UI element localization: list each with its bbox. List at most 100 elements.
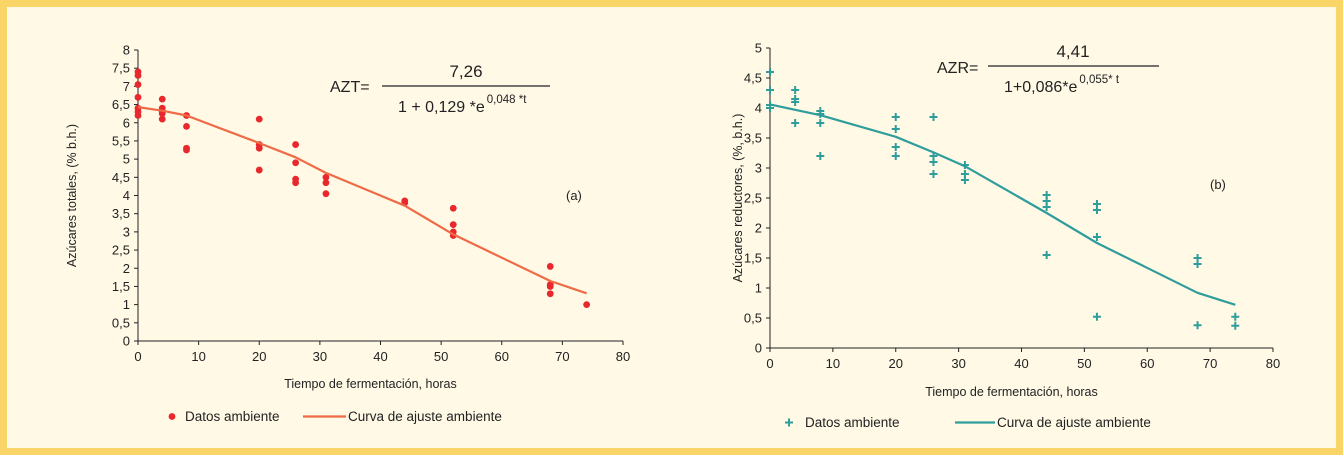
x-tick-label: 0	[134, 349, 141, 364]
data-point	[1231, 321, 1240, 330]
series-data-points	[134, 68, 591, 309]
panel-label: (b)	[1210, 177, 1226, 192]
y-tick-label: 8	[123, 43, 130, 58]
data-point	[816, 152, 825, 160]
x-tick-label: 40	[373, 349, 387, 364]
data-point	[891, 113, 900, 121]
data-point	[1193, 321, 1202, 330]
y-tick-label: 0,5	[744, 311, 762, 326]
data-point	[929, 113, 938, 121]
x-tick-label: 60	[1140, 356, 1154, 371]
data-point	[1092, 312, 1101, 321]
equation-denominator: 1 + 0,129 *e	[398, 99, 485, 116]
data-point	[255, 115, 263, 123]
y-tick-label: 0,5	[112, 315, 130, 330]
series-data-points	[766, 68, 1240, 330]
y-tick-label: 4	[123, 188, 130, 203]
data-point	[255, 166, 263, 174]
data-point	[891, 143, 900, 151]
data-point	[1092, 233, 1101, 241]
y-tick-label: 4,5	[112, 170, 130, 185]
legend-label-line: Curva de ajuste ambiente	[997, 415, 1151, 430]
y-tick-label: 1,5	[744, 251, 762, 266]
x-tick-label: 70	[1203, 356, 1217, 371]
x-tick-label: 20	[889, 356, 903, 371]
x-tick-label: 50	[434, 349, 448, 364]
x-tick-label: 80	[1266, 356, 1280, 371]
x-tick-label: 10	[191, 349, 205, 364]
data-point	[292, 141, 300, 148]
data-point	[816, 119, 825, 127]
chart-a: 00,511,522,533,544,555,566,577,580 10 20 30…	[65, 43, 630, 425]
legend-marker-points	[168, 413, 176, 420]
data-point	[158, 115, 166, 123]
x-tick-label: 70	[555, 349, 569, 364]
y-tick-label: 2	[123, 261, 130, 276]
data-point	[766, 86, 774, 94]
x-axis-label: Tiempo de fermentación, horas	[284, 377, 457, 391]
x-tick-label: 30	[951, 356, 965, 371]
data-point	[322, 190, 330, 198]
y-tick-label: 5	[123, 152, 130, 167]
data-point	[322, 179, 330, 187]
y-tick-label: 0	[755, 341, 762, 356]
data-point	[583, 301, 591, 309]
data-point	[1042, 251, 1051, 259]
data-point	[546, 283, 554, 290]
y-tick-label: 1	[123, 297, 130, 312]
data-point	[1231, 312, 1240, 321]
y-tick-label: 4	[755, 101, 762, 116]
x-tick-label: 20	[252, 349, 266, 364]
y-tick-label: 1,5	[112, 279, 130, 294]
data-point	[158, 95, 166, 103]
data-point	[891, 125, 900, 133]
equation-exponent: 0,048 *t	[487, 94, 527, 106]
data-point	[134, 72, 142, 79]
chart-b: 00,511,522,533,544,550 10 20 30 40 50 60 70 80Ti…	[731, 41, 1280, 431]
data-point	[1042, 203, 1051, 211]
y-tick-label: 0	[123, 334, 130, 349]
y-axis-label: Azúcares totales, (% b.h.)	[65, 124, 79, 267]
equation-exponent: 0,055* t	[1079, 74, 1119, 86]
series-fit-curve	[769, 103, 1236, 306]
y-tick-label: 3,5	[112, 206, 130, 221]
data-point	[791, 119, 800, 127]
equation-lhs: AZT=	[330, 79, 370, 96]
data-point	[449, 221, 457, 229]
y-tick-label: 6,5	[112, 97, 130, 112]
data-point	[766, 68, 774, 76]
data-point	[960, 176, 969, 184]
x-tick-label: 0	[766, 356, 773, 371]
equation-denominator: 1+0,086*e	[1004, 79, 1078, 96]
data-point	[791, 86, 800, 94]
y-tick-label: 5,5	[112, 133, 130, 148]
x-tick-label: 30	[313, 349, 327, 364]
x-tick-label: 80	[616, 349, 630, 364]
data-point	[1092, 206, 1101, 214]
x-tick-label: 10	[826, 356, 840, 371]
data-point	[134, 81, 142, 88]
data-point	[134, 112, 142, 119]
y-tick-label: 7,5	[112, 61, 130, 76]
data-point	[255, 144, 263, 152]
legend-label-points: Datos ambiente	[805, 415, 900, 430]
series-fit-curve	[137, 106, 587, 295]
data-point	[791, 98, 800, 106]
data-point	[322, 173, 330, 181]
y-tick-label: 2	[755, 221, 762, 236]
y-tick-label: 4,5	[744, 71, 762, 86]
data-point	[546, 290, 554, 298]
legend-label-line: Curva de ajuste ambiente	[348, 409, 502, 424]
legend-label-points: Datos ambiente	[185, 409, 280, 424]
data-point	[1193, 260, 1202, 268]
y-tick-label: 7	[123, 79, 130, 94]
equation-numerator: 7,26	[449, 62, 482, 81]
data-point	[929, 158, 938, 166]
y-tick-label: 3	[755, 161, 762, 176]
data-point	[929, 170, 938, 178]
fit-curve-line	[137, 106, 587, 295]
y-tick-label: 3	[123, 224, 130, 239]
y-tick-label: 5	[755, 41, 762, 56]
